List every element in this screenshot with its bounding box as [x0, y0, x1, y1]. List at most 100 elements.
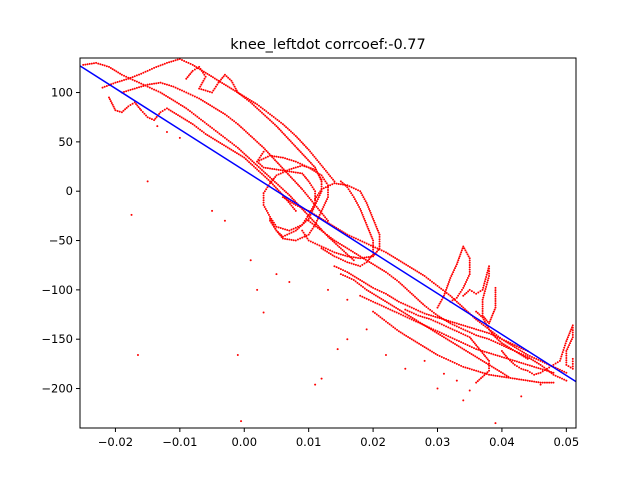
- scatter-point: [241, 151, 244, 154]
- scatter-point: [494, 341, 497, 344]
- scatter-point: [370, 285, 373, 288]
- scatter-point: [488, 320, 491, 323]
- scatter-point: [306, 147, 309, 150]
- scatter-point: [503, 345, 506, 348]
- scatter-point: [457, 331, 460, 334]
- scatter-point: [427, 277, 430, 280]
- scatter-point: [286, 233, 289, 236]
- scatter-point: [550, 381, 553, 384]
- scatter-point: [229, 117, 232, 120]
- scatter-point: [484, 278, 487, 281]
- scatter-point: [301, 188, 304, 191]
- scatter-point: [354, 188, 357, 191]
- scatter-point: [421, 311, 424, 314]
- scatter-point: [461, 347, 464, 350]
- scatter-point: [279, 227, 282, 230]
- scatter-point: [153, 82, 156, 85]
- scatter-point: [324, 180, 327, 183]
- scatter-point: [399, 260, 402, 263]
- scatter-point: [292, 230, 295, 233]
- scatter-point: [203, 100, 206, 103]
- scatter-point: [372, 219, 375, 222]
- scatter-point: [481, 307, 484, 310]
- scatter-point: [406, 304, 409, 307]
- scatter-point: [377, 231, 380, 234]
- scatter-point: [541, 368, 544, 371]
- scatter-point: [200, 118, 203, 121]
- scatter-point: [285, 126, 288, 129]
- scatter-point: [161, 82, 164, 85]
- scatter-point: [462, 324, 465, 327]
- scatter-point: [131, 78, 134, 81]
- scatter-point: [478, 313, 481, 316]
- scatter-point: [191, 123, 194, 126]
- scatter-point: [388, 295, 391, 298]
- scatter-point: [374, 301, 377, 304]
- scatter-point: [404, 286, 407, 289]
- scatter-point: [375, 313, 378, 316]
- scatter-point: [321, 166, 324, 169]
- scatter-point: [535, 380, 538, 383]
- scatter-point: [271, 183, 274, 186]
- scatter-point: [335, 266, 338, 269]
- scatter-point: [415, 319, 418, 322]
- scatter-point: [571, 333, 574, 336]
- scatter-point: [462, 286, 465, 289]
- scatter-point: [155, 116, 158, 118]
- scatter-point: [203, 121, 206, 124]
- scatter-point: [483, 330, 486, 333]
- scatter-point: [327, 251, 330, 254]
- scatter-point: [481, 305, 484, 308]
- scatter-point: [378, 296, 381, 299]
- scatter-point: [242, 95, 245, 98]
- scatter-point: [451, 360, 454, 363]
- scatter-point: [526, 355, 529, 358]
- scatter-point: [482, 324, 485, 327]
- scatter-point: [475, 344, 478, 347]
- scatter-point: [412, 312, 415, 315]
- scatter-point: [133, 75, 136, 78]
- scatter-point: [359, 255, 362, 258]
- scatter-point: [468, 336, 471, 339]
- scatter-point: [325, 200, 328, 203]
- scatter-point: [123, 90, 126, 93]
- scatter-point: [344, 251, 347, 254]
- scatter-point: [381, 268, 384, 271]
- scatter-point: [320, 178, 323, 181]
- scatter-point: [218, 109, 221, 112]
- scatter-point: [352, 263, 355, 266]
- scatter-point: [486, 326, 489, 329]
- scatter-point: [278, 128, 281, 131]
- scatter-point: [467, 255, 470, 258]
- scatter-point: [425, 276, 428, 279]
- scatter-point: [362, 215, 365, 218]
- scatter-point: [434, 352, 437, 355]
- scatter-point: [317, 192, 320, 195]
- scatter-point: [400, 313, 402, 316]
- scatter-point: [499, 340, 502, 343]
- scatter-point: [364, 258, 367, 261]
- scatter-point: [479, 358, 482, 361]
- scatter-point: [543, 366, 546, 369]
- scatter-point: [366, 259, 369, 262]
- scatter-point: [401, 332, 404, 335]
- scatter-point: [251, 160, 254, 163]
- scatter-point: [228, 147, 231, 150]
- scatter-point: [468, 268, 471, 271]
- scatter-point: [275, 125, 278, 128]
- scatter-point: [346, 276, 349, 279]
- scatter-point: [464, 325, 467, 328]
- scatter-point: [158, 112, 161, 115]
- scatter-point: [430, 314, 433, 317]
- scatter-point: [207, 103, 210, 106]
- scatter-point: [204, 75, 207, 78]
- scatter-point: [320, 247, 323, 250]
- scatter-point: [485, 285, 488, 288]
- scatter-point: [163, 108, 166, 111]
- scatter-point: [286, 172, 289, 175]
- scatter-point: [133, 79, 136, 82]
- scatter-point: [240, 126, 243, 129]
- scatter-point: [510, 347, 513, 350]
- scatter-point: [103, 64, 106, 67]
- scatter-point: [209, 125, 212, 128]
